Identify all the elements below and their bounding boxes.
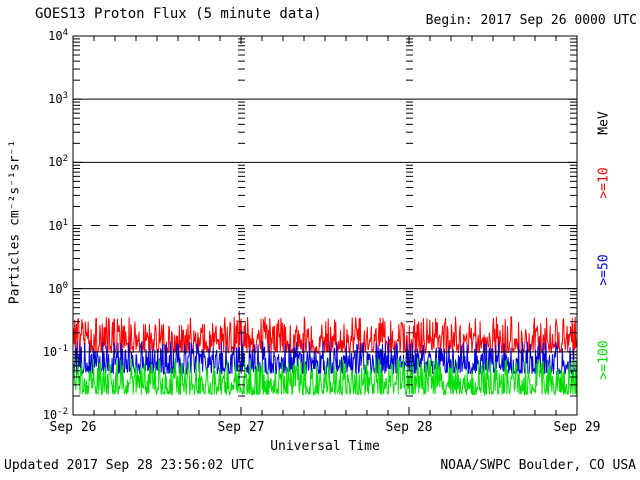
y-axis-title: Particles cm⁻²s⁻¹sr⁻¹ [7,139,23,305]
footer-updated: Updated 2017 Sep 28 23:56:02 UTC [4,458,255,473]
y-tick-label: 100 [48,280,68,296]
y-tick-label: 101 [48,217,68,233]
x-tick-label: Sep 28 [385,420,433,435]
y-tick-label: 103 [48,91,68,107]
x-tick-label: Sep 29 [553,420,601,435]
right-axis-unit-label: MeV [596,111,612,135]
footer-source: NOAA/SWPC Boulder, CO USA [440,458,636,473]
chart-title: GOES13 Proton Flux (5 minute data) [35,6,322,22]
series-label: >=10 [596,167,612,199]
y-tick-label: 10-1 [42,343,68,359]
y-tick-label: 104 [48,28,68,43]
y-tick-label: 10-2 [42,407,68,422]
x-tick-label: Sep 27 [217,420,265,435]
series-label: >=100 [596,340,612,380]
x-axis-title: Universal Time [270,439,380,454]
begin-time-label: Begin: 2017 Sep 26 0000 UTC [425,13,637,28]
x-tick-label: Sep 26 [49,420,97,435]
y-tick-label: 102 [48,154,68,170]
series-label: >=50 [596,254,612,286]
